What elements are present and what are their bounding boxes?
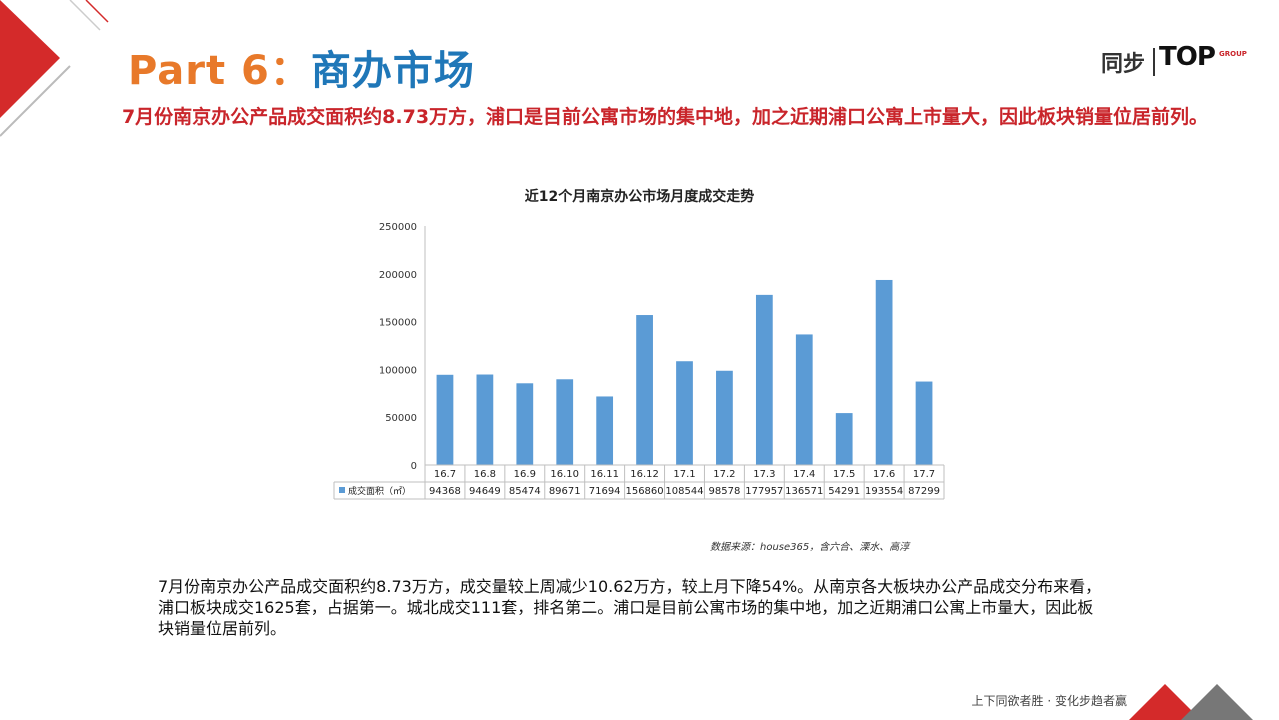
- body-paragraph: 7月份南京办公产品成交面积约8.73万方，成交量较上周减少10.62万方，较上月…: [158, 577, 1102, 638]
- data-value-label: 87299: [908, 486, 940, 497]
- bar: [716, 370, 733, 465]
- data-value-label: 156860: [625, 486, 663, 497]
- logo-group: GROUP: [1219, 50, 1247, 58]
- x-category-label: 17.4: [793, 469, 815, 480]
- footer-slogan: 上下同欲者胜 · 变化步趋者赢: [971, 694, 1127, 708]
- x-category-label: 16.12: [630, 469, 659, 480]
- legend-label: 成交面积（㎡）: [348, 485, 411, 497]
- data-source: 数据来源：house365，含六合、溧水、高淳: [710, 542, 910, 553]
- data-value-label: 193554: [865, 486, 903, 497]
- data-value-label: 85474: [509, 486, 541, 497]
- y-tick-label: 250000: [379, 222, 417, 233]
- data-value-label: 54291: [828, 486, 860, 497]
- bar: [596, 396, 614, 465]
- data-value-label: 94368: [429, 486, 461, 497]
- x-category-label: 17.2: [713, 469, 735, 480]
- chart-title: 近12个月南京办公市场月度成交走势: [524, 189, 755, 205]
- bar: [795, 334, 813, 465]
- bar: [476, 374, 494, 465]
- bar: [875, 279, 893, 465]
- y-tick-label: 0: [411, 461, 417, 472]
- x-category-label: 16.11: [590, 469, 619, 480]
- corner-decoration-bottom: [1129, 684, 1253, 720]
- bar: [676, 361, 693, 465]
- x-category-label: 17.1: [673, 469, 695, 480]
- data-value-label: 136571: [785, 486, 823, 497]
- logo-cn: 同步: [1101, 52, 1146, 77]
- corner-decoration: [0, 0, 109, 137]
- y-tick-label: 200000: [379, 270, 417, 281]
- bar: [516, 383, 534, 465]
- x-category-label: 17.7: [913, 469, 935, 480]
- data-value-label: 71694: [589, 486, 621, 497]
- data-value-label: 177957: [745, 486, 783, 497]
- x-category-label: 16.7: [434, 469, 456, 480]
- data-value-label: 89671: [549, 486, 581, 497]
- legend-swatch: [339, 487, 345, 493]
- bar: [556, 379, 574, 465]
- logo-brand: TOP: [1159, 42, 1216, 72]
- subtitle: 7月份南京办公产品成交面积约8.73万方，浦口是目前公寓市场的集中地，加之近期浦…: [121, 106, 1209, 128]
- x-category-label: 17.6: [873, 469, 895, 480]
- page-title: Part 6：商办市场: [128, 48, 475, 94]
- data-value-label: 108544: [665, 486, 703, 497]
- x-category-label: 17.3: [753, 469, 775, 480]
- bar: [835, 413, 853, 465]
- bar: [915, 381, 933, 465]
- y-tick-label: 150000: [379, 318, 417, 329]
- x-category-label: 16.10: [550, 469, 579, 480]
- bar: [436, 374, 454, 465]
- y-tick-label: 50000: [385, 413, 417, 424]
- bar: [755, 294, 773, 465]
- x-category-label: 16.9: [514, 469, 536, 480]
- y-tick-label: 100000: [379, 365, 417, 376]
- data-value-label: 94649: [469, 486, 501, 497]
- brand-logo: 同步 TOP GROUP: [1101, 42, 1247, 90]
- bar: [636, 315, 653, 465]
- data-value-label: 98578: [709, 486, 741, 497]
- x-category-label: 16.8: [474, 469, 496, 480]
- x-category-label: 17.5: [833, 469, 855, 480]
